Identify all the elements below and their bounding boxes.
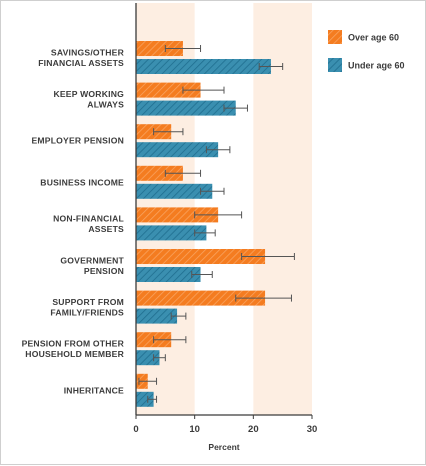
error-bar-employer-pension-under-60 <box>205 146 231 154</box>
x-tick-label-0: 0 <box>133 424 138 435</box>
x-tick-label-30: 30 <box>307 424 318 435</box>
legend-label-over-60: Over age 60 <box>348 33 399 43</box>
error-bar-support-from-family-friends-over-60 <box>235 294 292 302</box>
error-bar-business-income-under-60 <box>200 187 225 195</box>
bars <box>136 41 295 407</box>
error-bar-keep-working-always-under-60 <box>223 104 248 112</box>
category-label-inheritance: INHERITANCE <box>64 385 124 395</box>
error-bar-keep-working-always-over-60 <box>182 86 225 94</box>
bar-business-income-under-60 <box>136 183 213 199</box>
error-bar-inheritance-over-60 <box>138 377 158 385</box>
x-tick-label-10: 10 <box>189 424 200 435</box>
error-bar-savings-other-financial-assets-over-60 <box>164 45 202 52</box>
category-label-non-financial-assets: NON-FINANCIAL ASSETS <box>53 214 124 235</box>
x-tick-label-20: 20 <box>248 424 259 435</box>
bar-savings-other-financial-assets-under-60 <box>136 59 271 74</box>
bar-support-from-family-friends-over-60 <box>136 290 266 306</box>
category-label-pension-from-other-household-member: PENSION FROM OTHER HOUSEHOLD MEMBER <box>22 338 125 359</box>
error-bar-non-financial-assets-under-60 <box>194 229 216 237</box>
category-label-business-income: BUSINESS INCOME <box>40 177 124 187</box>
category-label-support-from-family-friends: SUPPORT FROM FAMILY/FRIENDS <box>50 297 124 318</box>
error-bar-pension-from-other-household-member-under-60 <box>153 354 166 362</box>
bar-inheritance-under-60 <box>136 391 154 407</box>
x-axis-label: Percent <box>208 442 239 452</box>
error-bar-employer-pension-over-60 <box>153 128 184 136</box>
bar-non-financial-assets-under-60 <box>136 225 207 241</box>
error-bar-non-financial-assets-over-60 <box>194 211 243 219</box>
error-bar-business-income-over-60 <box>164 169 202 177</box>
bar-government-pension-over-60 <box>136 249 266 264</box>
bar-support-from-family-friends-under-60 <box>136 308 178 324</box>
category-labels: SAVINGS/OTHER FINANCIAL ASSETS KEEP WORKIN… <box>22 47 125 395</box>
legend-swatch-over-60 <box>328 30 342 44</box>
legend: Over age 60 Under age 60 <box>328 30 405 72</box>
bar-employer-pension-under-60 <box>136 142 219 158</box>
category-label-government-pension: GOVERNMENT PENSION <box>60 255 124 276</box>
category-label-keep-working-always: KEEP WORKING ALWAYS <box>53 89 124 110</box>
category-label-savings-other-financial-assets: SAVINGS/OTHER FINANCIAL ASSETS <box>38 47 124 68</box>
bar-pension-from-other-household-member-under-60 <box>136 350 160 366</box>
error-bar-pension-from-other-household-member-over-60 <box>153 336 187 344</box>
bar-government-pension-under-60 <box>136 267 201 282</box>
x-axis: 0 10 20 30 Percent <box>133 3 317 452</box>
error-bar-savings-other-financial-assets-under-60 <box>258 63 284 70</box>
category-label-employer-pension: EMPLOYER PENSION <box>32 136 125 146</box>
error-bar-government-pension-under-60 <box>191 271 213 278</box>
error-bar-government-pension-over-60 <box>241 253 295 260</box>
bar-savings-other-financial-assets-over-60 <box>136 41 183 56</box>
bar-keep-working-always-over-60 <box>136 82 201 98</box>
bar-keep-working-always-under-60 <box>136 100 236 116</box>
bar-business-income-over-60 <box>136 165 183 181</box>
legend-label-under-60: Under age 60 <box>348 61 405 71</box>
error-bar-support-from-family-friends-under-60 <box>170 312 187 320</box>
legend-swatch-under-60 <box>328 58 342 72</box>
bar-non-financial-assets-over-60 <box>136 207 219 223</box>
error-bar-inheritance-under-60 <box>147 395 158 403</box>
